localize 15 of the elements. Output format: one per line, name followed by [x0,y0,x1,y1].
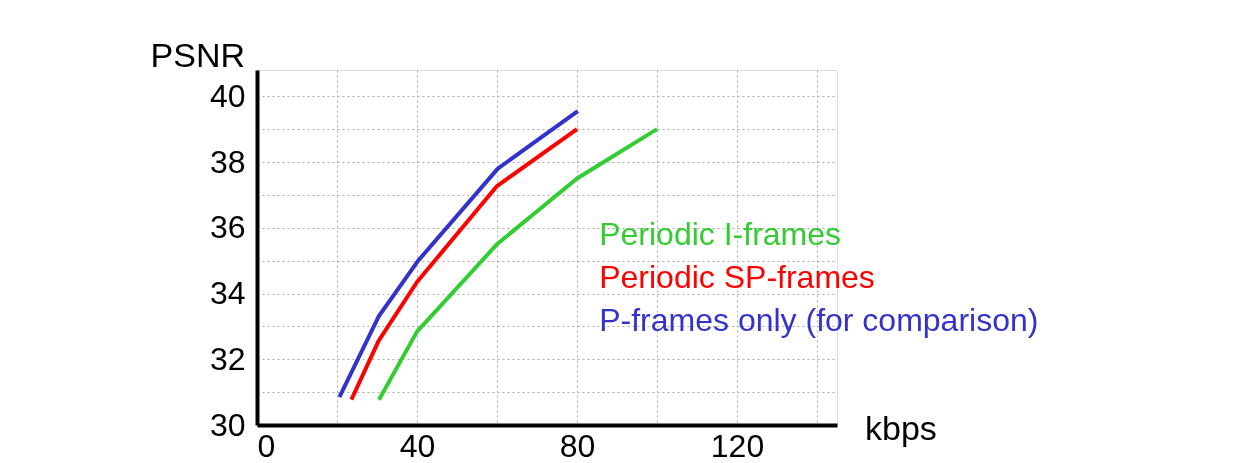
x-tick-label: 120 [710,427,765,463]
text: P-frames only (for comparison) [599,302,1039,338]
x-axis-title: kbps [865,409,937,447]
y-tick-label: 36 [209,209,246,246]
y-tick-label: 30 [209,406,246,443]
series-label: Periodic I-frames [599,216,842,252]
y-tick-label: 38 [209,143,246,180]
y-tick-label: 34 [209,275,246,312]
x-tick-label: 80 [559,427,596,463]
y-tick-label: 40 [209,77,246,114]
y-tick-label: 32 [209,340,246,377]
x-tick-label: 0 [257,427,276,463]
x-tick-label: 40 [399,427,436,463]
text: Periodic SP-frames [599,259,875,295]
y-axis-title: PSNR [150,36,245,74]
